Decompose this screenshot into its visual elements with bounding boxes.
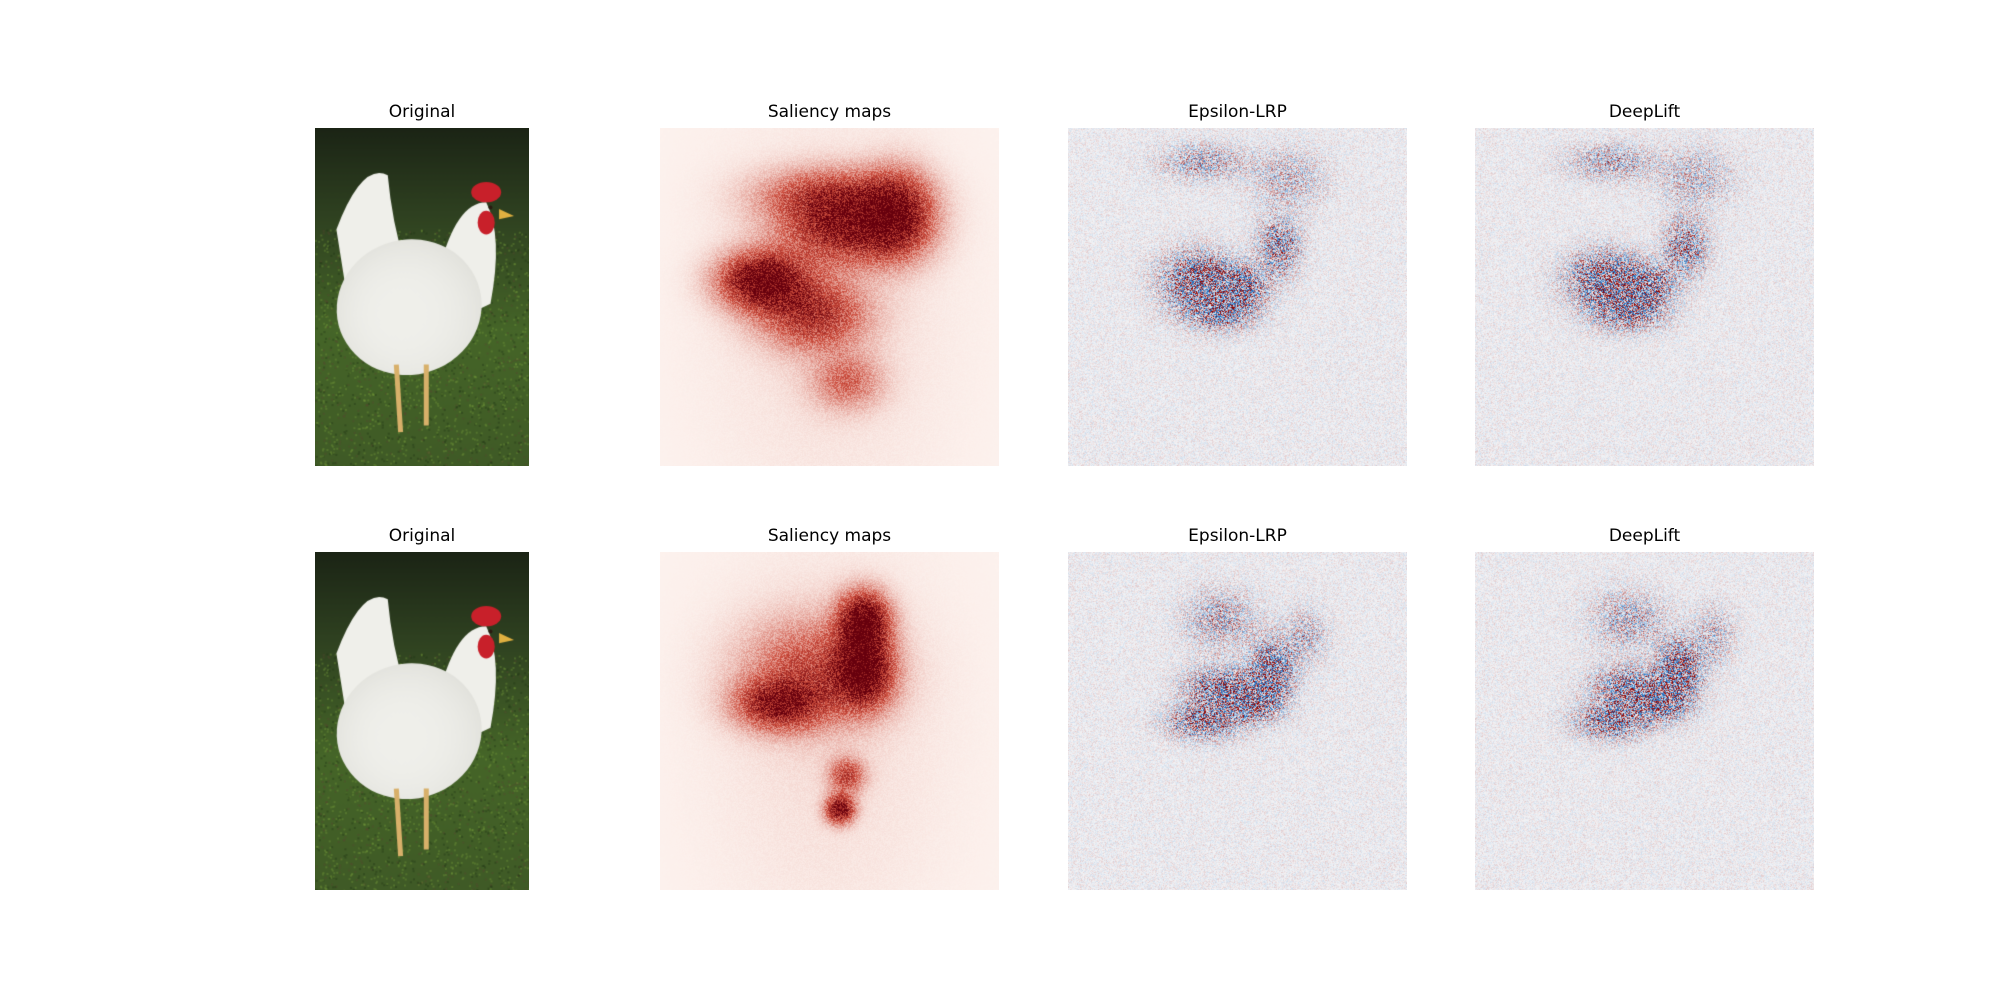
panel-title: Saliency maps bbox=[767, 526, 892, 546]
original-panel-row2: Original bbox=[315, 526, 529, 890]
panel-title: Epsilon-LRP bbox=[1188, 102, 1287, 122]
panel-title: Saliency maps bbox=[767, 102, 892, 122]
original-image bbox=[315, 552, 529, 890]
deeplift-panel-row1: DeepLift bbox=[1475, 102, 1814, 466]
panel-title: DeepLift bbox=[1608, 526, 1681, 546]
panel-title: DeepLift bbox=[1608, 102, 1681, 122]
saliency-heatmap bbox=[660, 552, 999, 890]
epsilon-lrp-panel-row1: Epsilon-LRP bbox=[1068, 102, 1407, 466]
deeplift-heatmap bbox=[1475, 552, 1814, 890]
saliency-panel-row2: Saliency maps bbox=[660, 526, 999, 890]
panel-title: Original bbox=[388, 526, 456, 546]
original-image bbox=[315, 128, 529, 466]
epsilon-lrp-heatmap bbox=[1068, 128, 1407, 466]
saliency-heatmap bbox=[660, 128, 999, 466]
original-panel-row1: Original bbox=[315, 102, 529, 466]
saliency-panel-row1: Saliency maps bbox=[660, 102, 999, 466]
panel-title: Epsilon-LRP bbox=[1188, 526, 1287, 546]
epsilon-lrp-panel-row2: Epsilon-LRP bbox=[1068, 526, 1407, 890]
epsilon-lrp-heatmap bbox=[1068, 552, 1407, 890]
deeplift-panel-row2: DeepLift bbox=[1475, 526, 1814, 890]
panel-title: Original bbox=[388, 102, 456, 122]
deeplift-heatmap bbox=[1475, 128, 1814, 466]
